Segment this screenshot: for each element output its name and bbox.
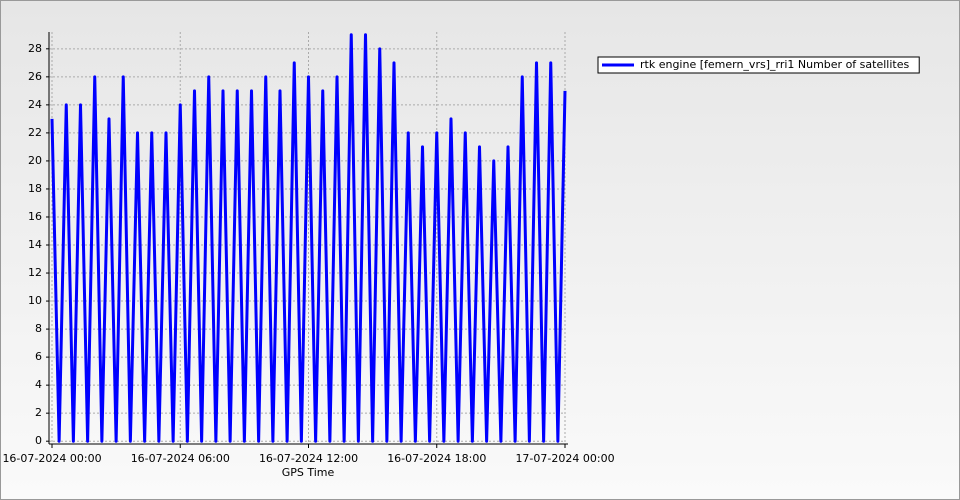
legend-box [597, 56, 920, 74]
x-tick-label: 16-07-2024 12:00 [259, 452, 358, 465]
y-tick-label: 14 [28, 238, 42, 251]
legend-label: rtk engine [femern_vrs]_rri1 Number of s… [640, 58, 909, 71]
y-tick-label: 12 [28, 266, 42, 279]
y-tick-label: 10 [28, 294, 42, 307]
y-tick-label: 18 [28, 182, 42, 195]
x-tick-label: 16-07-2024 00:00 [2, 452, 101, 465]
y-tick-label: 26 [28, 70, 42, 83]
y-tick-label: 2 [35, 406, 42, 419]
x-tick-label: 16-07-2024 18:00 [387, 452, 486, 465]
y-tick-label: 16 [28, 210, 42, 223]
x-tick-label: 17-07-2024 00:00 [515, 452, 614, 465]
series-line [50, 33, 567, 443]
y-tick-label: 24 [28, 98, 42, 111]
y-tick-label: 8 [35, 322, 42, 335]
x-axis-title: GPS Time [282, 466, 335, 479]
x-tick-label: 16-07-2024 06:00 [131, 452, 230, 465]
y-tick-label: 6 [35, 350, 42, 363]
y-tick-label: 4 [35, 378, 42, 391]
y-tick-label: 0 [35, 434, 42, 447]
y-tick-label: 28 [28, 42, 42, 55]
y-tick-label: 20 [28, 154, 42, 167]
y-tick-label: 22 [28, 126, 42, 139]
